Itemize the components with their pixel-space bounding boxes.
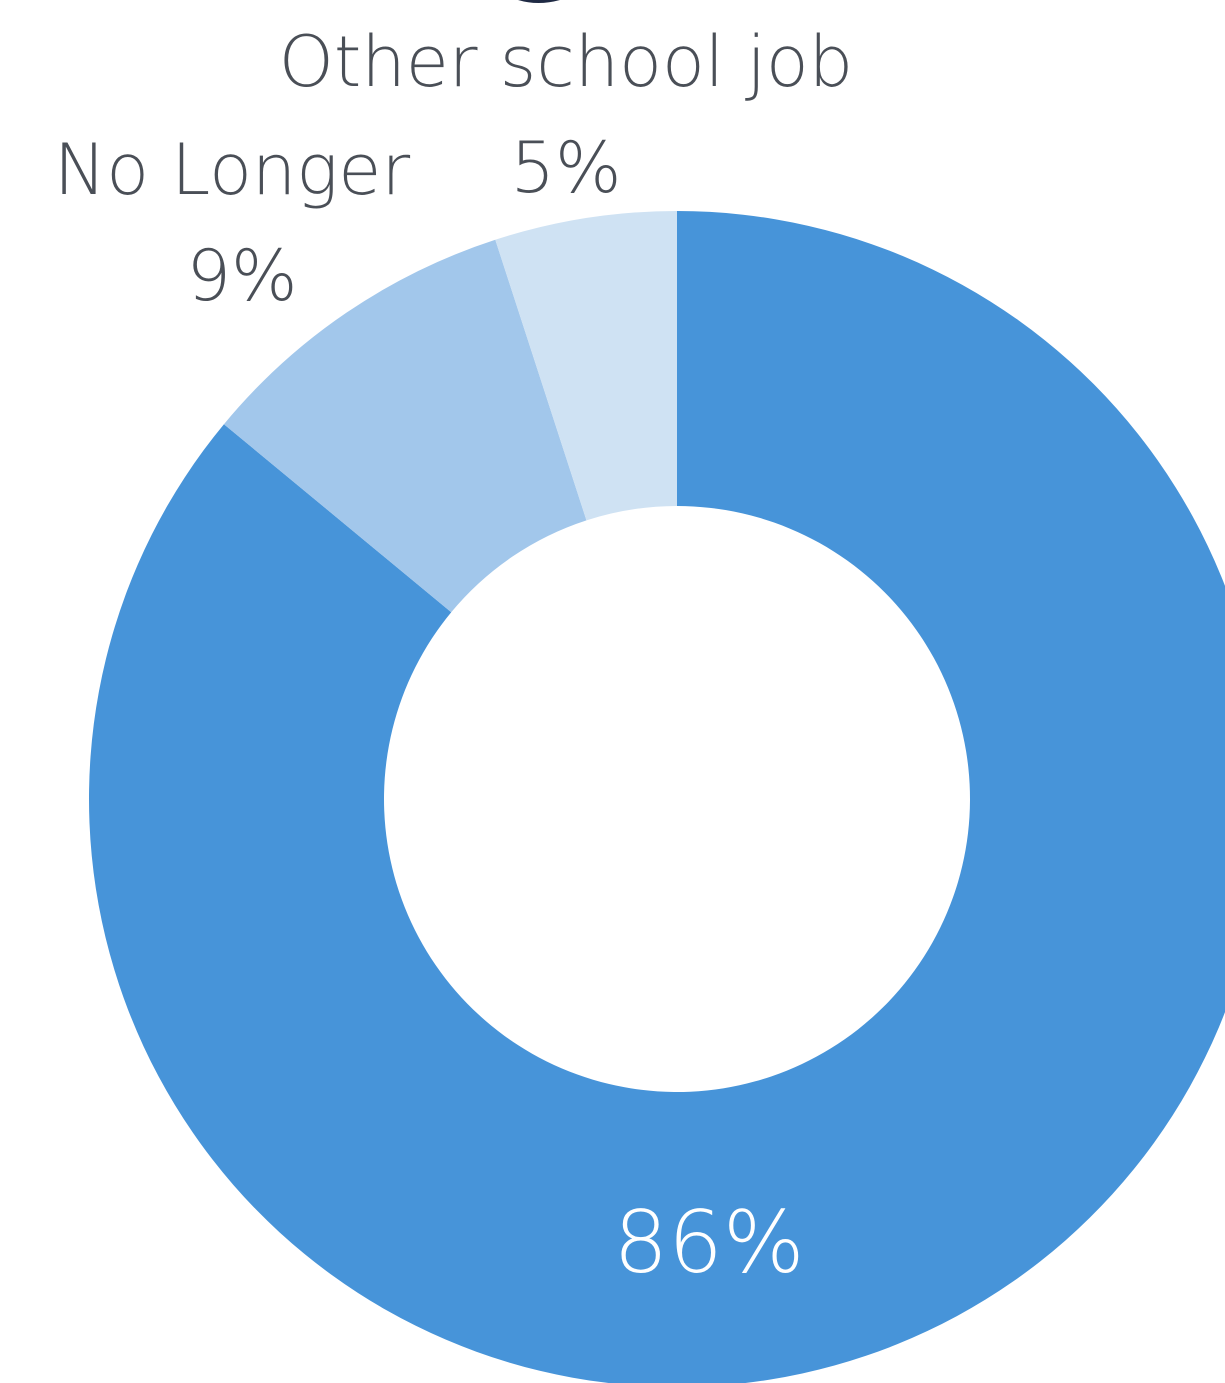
slice-name-no-longer: No Longer: [54, 129, 410, 211]
donut-slices: [89, 211, 1225, 1383]
slice-name-other-school-job: Other school job: [279, 21, 853, 103]
slice-value-main: 86%: [613, 1193, 804, 1293]
cropped-title-fragment: [518, 0, 560, 3]
donut-slice-2: [495, 211, 677, 521]
slice-labels: Other school job 5% No Longer 9% 86%: [54, 21, 853, 1293]
slice-value-no-longer: 9%: [186, 235, 297, 317]
slice-value-other-school-job: 5%: [510, 127, 621, 209]
donut-slice-0: [89, 211, 1225, 1383]
donut-slice-1: [223, 239, 587, 613]
